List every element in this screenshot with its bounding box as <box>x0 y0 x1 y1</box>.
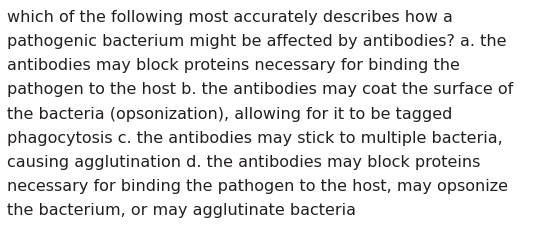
Text: the bacteria (opsonization), allowing for it to be tagged: the bacteria (opsonization), allowing fo… <box>7 106 453 121</box>
Text: which of the following most accurately describes how a: which of the following most accurately d… <box>7 10 453 25</box>
Text: pathogen to the host b. the antibodies may coat the surface of: pathogen to the host b. the antibodies m… <box>7 82 513 97</box>
Text: the bacterium, or may agglutinate bacteria: the bacterium, or may agglutinate bacter… <box>7 202 356 217</box>
Text: causing agglutination d. the antibodies may block proteins: causing agglutination d. the antibodies … <box>7 154 480 169</box>
Text: pathogenic bacterium might be affected by antibodies? a. the: pathogenic bacterium might be affected b… <box>7 34 507 49</box>
Text: antibodies may block proteins necessary for binding the: antibodies may block proteins necessary … <box>7 58 460 73</box>
Text: phagocytosis c. the antibodies may stick to multiple bacteria,: phagocytosis c. the antibodies may stick… <box>7 130 503 145</box>
Text: necessary for binding the pathogen to the host, may opsonize: necessary for binding the pathogen to th… <box>7 178 508 193</box>
